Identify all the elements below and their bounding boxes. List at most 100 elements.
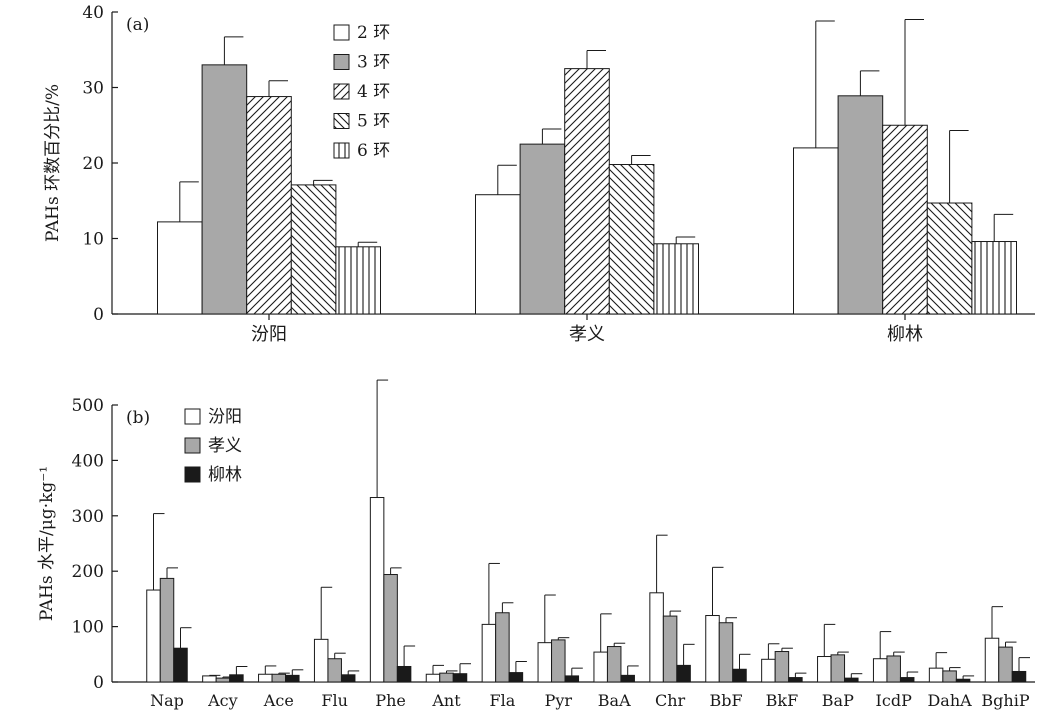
- category-label: BghiP: [981, 691, 1029, 710]
- y-tick-label: 500: [72, 396, 104, 416]
- legend-swatch: [333, 113, 350, 129]
- legend-label: 汾阳: [208, 407, 242, 427]
- legend-label: 柳林: [208, 465, 242, 485]
- bar: [732, 668, 747, 683]
- legend-swatch: [184, 408, 201, 425]
- y-tick-label: 10: [82, 230, 104, 250]
- category-label: Ant: [431, 691, 461, 710]
- category-label: Pyr: [545, 691, 573, 710]
- category-label: Phe: [375, 691, 406, 710]
- bar: [984, 637, 1000, 683]
- legend-label: 3 环: [357, 53, 390, 73]
- bar: [285, 674, 300, 683]
- bar: [886, 655, 901, 683]
- bar: [606, 646, 622, 683]
- bar: [564, 675, 580, 683]
- bar: [201, 64, 248, 315]
- legend-label: 孝义: [208, 436, 242, 456]
- bar: [593, 651, 608, 683]
- y-tick-label: 30: [82, 79, 104, 99]
- bar: [146, 589, 161, 683]
- bar: [313, 638, 329, 683]
- bar: [396, 665, 412, 683]
- bar: [620, 674, 635, 683]
- bar: [649, 592, 664, 683]
- category-label: 柳林: [887, 324, 923, 345]
- bar: [215, 677, 231, 683]
- bar: [872, 658, 888, 683]
- y-tick-label: 40: [82, 3, 104, 23]
- category-label: DahA: [927, 691, 972, 710]
- legend-label: 2 环: [357, 23, 390, 43]
- y-tick-label: 400: [72, 451, 104, 471]
- bar: [899, 677, 915, 683]
- bar: [761, 658, 776, 683]
- bar: [817, 656, 832, 683]
- panel-label: (a): [126, 15, 149, 35]
- category-label: BkF: [766, 691, 799, 710]
- bar: [608, 164, 655, 315]
- bar: [369, 497, 385, 683]
- bar: [290, 184, 337, 315]
- category-label: IcdP: [876, 691, 913, 710]
- bar: [653, 243, 700, 315]
- bar: [844, 677, 859, 683]
- category-label: Flu: [321, 691, 348, 710]
- bar: [271, 673, 287, 683]
- category-label: Nap: [150, 691, 184, 710]
- legend-label: 6 环: [357, 141, 390, 161]
- legend-label: 5 环: [357, 112, 390, 132]
- legend-swatch: [184, 466, 201, 483]
- bar: [495, 612, 510, 683]
- bar: [537, 642, 553, 683]
- bar: [926, 202, 973, 315]
- bar: [519, 143, 566, 315]
- bar: [998, 646, 1013, 683]
- bar: [439, 672, 454, 683]
- bar: [383, 574, 398, 683]
- bar: [246, 96, 292, 315]
- y-tick-label: 0: [93, 673, 104, 693]
- category-label: BaA: [598, 691, 631, 710]
- bar: [340, 674, 356, 683]
- bar: [705, 615, 720, 683]
- y-tick-label: 20: [82, 154, 104, 174]
- category-label: BaP: [822, 691, 854, 710]
- bar: [662, 615, 678, 683]
- bar: [425, 673, 441, 683]
- y-tick-label: 300: [72, 507, 104, 527]
- bar: [508, 672, 524, 683]
- legend-swatch: [333, 54, 350, 70]
- bar: [452, 673, 468, 683]
- y-tick-label: 200: [72, 562, 104, 582]
- bar: [481, 623, 497, 683]
- bar: [793, 147, 839, 315]
- chart-panel-b: 0 100 200 300 400 500 PAHs 水平/μg·kg⁻¹ (b) Nap Acy…: [37, 379, 1035, 710]
- category-label: 汾阳: [251, 324, 287, 345]
- bar: [564, 68, 610, 315]
- bar: [229, 674, 244, 683]
- bar: [830, 654, 846, 683]
- bar: [157, 221, 203, 315]
- legend-swatch: [333, 83, 350, 100]
- bar: [1011, 670, 1027, 683]
- y-axis-label: PAHs 水平/μg·kg⁻¹: [37, 466, 57, 621]
- bar: [788, 677, 803, 683]
- bar: [202, 675, 217, 683]
- legend-swatch: [184, 437, 201, 454]
- bar: [955, 678, 971, 683]
- bar: [173, 647, 188, 683]
- bar: [774, 651, 790, 683]
- bar: [159, 577, 175, 683]
- y-axis-label: PAHs 环数百分比/%: [43, 84, 63, 242]
- bar: [335, 246, 381, 315]
- bar: [837, 95, 884, 315]
- bar: [928, 667, 944, 683]
- legend-swatch: [333, 24, 350, 41]
- y-tick-label: 0: [93, 305, 104, 325]
- y-tick-label: 100: [72, 618, 104, 638]
- legend-label: 4 环: [357, 82, 390, 102]
- category-label: BbF: [709, 691, 742, 710]
- category-label: 孝义: [569, 324, 605, 345]
